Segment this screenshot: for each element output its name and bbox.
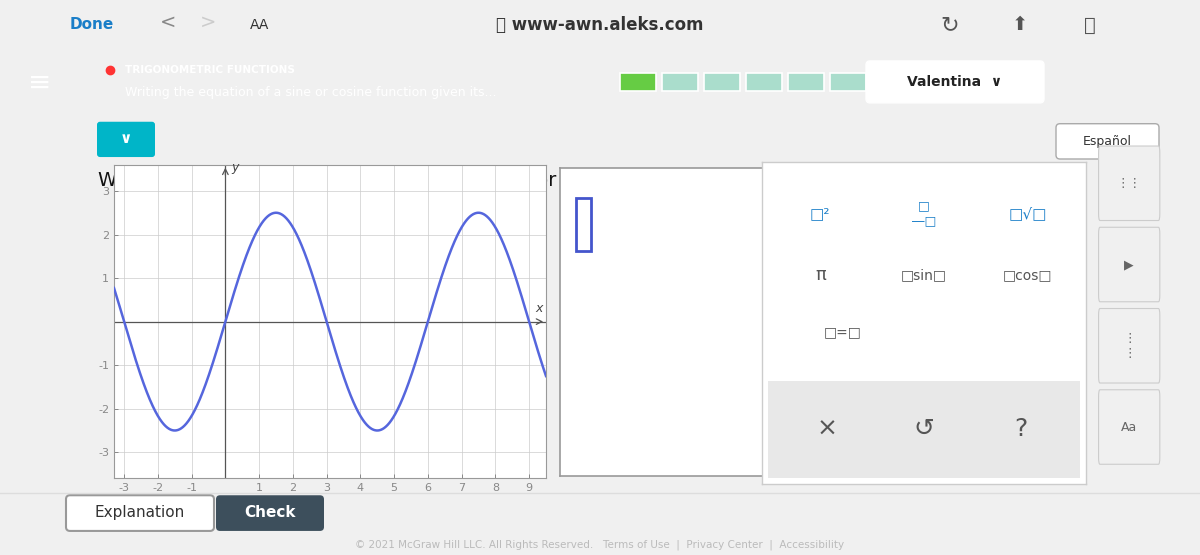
Text: Write an equation of the form: Write an equation of the form xyxy=(98,171,394,190)
FancyBboxPatch shape xyxy=(1098,146,1160,220)
FancyBboxPatch shape xyxy=(1098,228,1160,302)
Bar xyxy=(872,73,908,91)
Text: x: x xyxy=(535,302,542,315)
Text: □sin□: □sin□ xyxy=(901,268,947,282)
FancyBboxPatch shape xyxy=(564,0,1200,555)
Text: Valentina  ∨: Valentina ∨ xyxy=(907,75,1002,89)
Text: y: y xyxy=(560,171,570,190)
FancyBboxPatch shape xyxy=(470,0,1200,555)
Text: a: a xyxy=(467,171,478,190)
Text: =: = xyxy=(455,171,469,190)
FancyBboxPatch shape xyxy=(866,61,1044,103)
Text: π: π xyxy=(815,266,826,284)
Text: AA: AA xyxy=(250,18,269,32)
Text: Writing the equation of a sine or cosine function given its...: Writing the equation of a sine or cosine… xyxy=(125,87,497,99)
FancyBboxPatch shape xyxy=(1098,309,1160,383)
FancyBboxPatch shape xyxy=(461,0,1180,555)
Text: =: = xyxy=(570,171,584,190)
Text: or: or xyxy=(530,171,563,190)
Bar xyxy=(662,73,698,91)
Text: ∨: ∨ xyxy=(120,131,132,146)
Bar xyxy=(788,73,824,91)
Text: □²: □² xyxy=(810,206,830,221)
Text: <: < xyxy=(160,12,176,32)
Text: □=□: □=□ xyxy=(824,326,862,340)
FancyBboxPatch shape xyxy=(1056,124,1159,159)
Text: ⋮
⋮: ⋮ ⋮ xyxy=(1123,332,1135,360)
Text: cos: cos xyxy=(594,171,632,190)
FancyBboxPatch shape xyxy=(461,0,1180,555)
Text: ⬆: ⬆ xyxy=(1012,16,1028,34)
Text: >: > xyxy=(200,12,216,32)
Text: ⋮⋮: ⋮⋮ xyxy=(1117,176,1141,190)
Bar xyxy=(620,73,656,91)
Text: © 2021 McGraw Hill LLC. All Rights Reserved.   Terms of Use  |  Privacy Center  : © 2021 McGraw Hill LLC. All Rights Reser… xyxy=(355,539,845,550)
Text: sin: sin xyxy=(479,171,514,190)
Text: TRIGONOMETRIC FUNCTIONS: TRIGONOMETRIC FUNCTIONS xyxy=(125,65,295,75)
Text: ↻: ↻ xyxy=(941,15,959,35)
Text: ≡: ≡ xyxy=(29,69,52,97)
Text: ↺: ↺ xyxy=(913,417,935,441)
Bar xyxy=(768,381,1080,477)
Text: y: y xyxy=(445,171,455,190)
Bar xyxy=(830,73,866,91)
Text: □√□: □√□ xyxy=(1008,206,1046,221)
Text: Check: Check xyxy=(245,504,295,519)
Text: ?: ? xyxy=(1014,417,1028,441)
Text: to describe the graph below.: to describe the graph below. xyxy=(648,171,934,190)
FancyBboxPatch shape xyxy=(655,0,1200,555)
Text: Español: Español xyxy=(1082,135,1132,148)
Bar xyxy=(704,73,740,91)
Text: ▶: ▶ xyxy=(1124,258,1134,271)
Text: bx: bx xyxy=(626,171,647,190)
Text: Explanation: Explanation xyxy=(95,504,185,519)
Text: 🔒 www-awn.aleks.com: 🔒 www-awn.aleks.com xyxy=(497,16,703,34)
Text: ⦾: ⦾ xyxy=(1084,16,1096,34)
FancyBboxPatch shape xyxy=(66,495,214,531)
FancyBboxPatch shape xyxy=(216,495,324,531)
Bar xyxy=(746,73,782,91)
FancyBboxPatch shape xyxy=(1098,390,1160,464)
Text: Done: Done xyxy=(70,17,114,33)
Text: Aa: Aa xyxy=(1121,421,1138,433)
Text: □
―□: □ ―□ xyxy=(912,200,936,228)
FancyBboxPatch shape xyxy=(552,0,1200,555)
Text: a: a xyxy=(582,171,593,190)
Text: ×: × xyxy=(816,417,838,441)
FancyBboxPatch shape xyxy=(668,0,1200,555)
Text: y: y xyxy=(232,162,239,174)
FancyBboxPatch shape xyxy=(97,122,155,157)
Text: □cos□: □cos□ xyxy=(1003,268,1052,282)
Text: bx: bx xyxy=(508,171,528,190)
